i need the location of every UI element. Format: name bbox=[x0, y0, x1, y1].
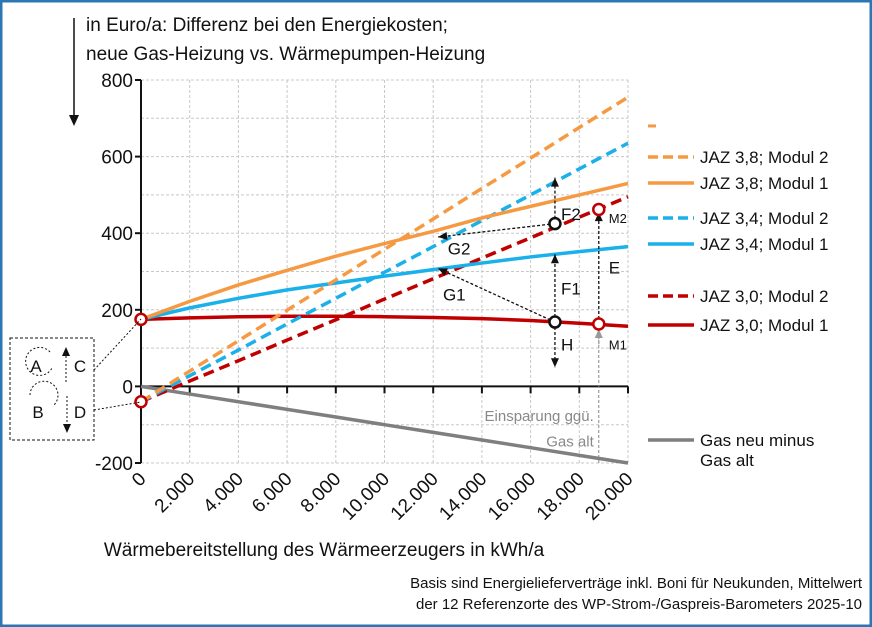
label-h: H bbox=[561, 335, 573, 354]
arrow-down-icon bbox=[63, 424, 71, 433]
series-line-3 bbox=[140, 244, 629, 322]
y-tick-labels: 800 600 400 200 0 -200 bbox=[95, 71, 133, 475]
down-arrow-icon bbox=[69, 115, 79, 126]
label-f1: F1 bbox=[561, 280, 581, 299]
label-g1: G1 bbox=[443, 285, 466, 304]
arrow-up-icon bbox=[62, 347, 70, 356]
label-g2: G2 bbox=[448, 240, 471, 259]
arrow-h-arrowhead-icon bbox=[550, 358, 559, 368]
arrow-e-arrowhead-icon bbox=[594, 212, 603, 222]
legend-label-2: JAZ 3,4; Modul 2 bbox=[700, 209, 829, 228]
label-c: C bbox=[74, 357, 86, 376]
series-line-2 bbox=[140, 141, 629, 404]
footer-line-2: der 12 Referenzorte des WP-Strom-/Gaspre… bbox=[416, 596, 862, 613]
legend-label-0: JAZ 3,8; Modul 2 bbox=[700, 148, 829, 167]
series-line-0 bbox=[140, 95, 629, 404]
mode-box: A B C D bbox=[9, 318, 142, 441]
x-axis-label: Wärmebereitstellung des Wärmeerzeugers i… bbox=[104, 540, 545, 561]
arrow-f2-arrowhead-icon bbox=[550, 177, 559, 187]
label-m1: M1 bbox=[609, 337, 627, 352]
arrow-g1-line bbox=[437, 267, 556, 323]
arrow-g2-arrowhead-icon bbox=[438, 232, 448, 240]
marker-start-dashed-circle bbox=[134, 394, 148, 409]
arrow-m1-arrowhead-icon bbox=[594, 328, 603, 338]
footer-line-1: Basis sind Energielieferverträge inkl. B… bbox=[410, 575, 863, 592]
legend-label-3: JAZ 3,4; Modul 1 bbox=[700, 235, 829, 254]
marker-m1-circle bbox=[592, 317, 606, 331]
label-d: D bbox=[74, 403, 86, 422]
label-f2: F2 bbox=[561, 205, 581, 224]
chart-title-line-2: neue Gas-Heizung vs. Wärmepumpen-Heizung bbox=[86, 44, 485, 65]
legend-label-gas-line-2: Gas alt bbox=[700, 451, 754, 470]
legend-label-5: JAZ 3,0; Modul 1 bbox=[700, 316, 829, 335]
gray-note-line-2: Gas alt bbox=[546, 434, 594, 451]
label-a: A bbox=[30, 357, 42, 376]
connector-c bbox=[93, 318, 142, 371]
label-e: E bbox=[609, 259, 620, 278]
chart-title-line-1: in Euro/a: Differenz bei den Energiekost… bbox=[86, 15, 448, 36]
marker-m2-circle bbox=[592, 202, 606, 217]
label-m2: M2 bbox=[609, 211, 627, 226]
y-tick-label: -200 bbox=[95, 454, 133, 475]
gray-note-line-1: Einsparung ggü. bbox=[485, 408, 594, 425]
legend: JAZ 3,8; Modul 2 JAZ 3,8; Modul 1 JAZ 3,4;… bbox=[648, 124, 829, 470]
y-tick-label: 600 bbox=[101, 148, 133, 169]
y-tick-label: 0 bbox=[122, 377, 133, 398]
series-lines bbox=[140, 95, 629, 465]
y-tick-label: 800 bbox=[101, 71, 133, 92]
cycle-a-icon bbox=[25, 346, 53, 376]
annotations: F2 F1 H E G2 G1 M2 M1 Einsparung ggü. Gas alt bbox=[134, 177, 627, 463]
label-b: B bbox=[32, 403, 43, 422]
y-tick-label: 400 bbox=[101, 224, 133, 245]
marker-g2-circle bbox=[548, 216, 562, 231]
series-line-4 bbox=[140, 195, 629, 404]
series-line-1 bbox=[140, 181, 629, 322]
marker-h-circle bbox=[548, 315, 562, 329]
legend-label-1: JAZ 3,8; Modul 1 bbox=[700, 174, 829, 193]
series-line-6 bbox=[140, 384, 629, 465]
legend-label-gas-line-1: Gas neu minus bbox=[700, 431, 814, 450]
arrow-g1-arrowhead-icon bbox=[438, 268, 448, 276]
y-tick-label: 200 bbox=[101, 301, 133, 322]
series-line-5 bbox=[140, 314, 629, 329]
arrow-f1-arrowhead-icon bbox=[550, 254, 559, 264]
mode-box-border bbox=[9, 337, 95, 441]
legend-label-4: JAZ 3,0; Modul 2 bbox=[700, 287, 829, 306]
